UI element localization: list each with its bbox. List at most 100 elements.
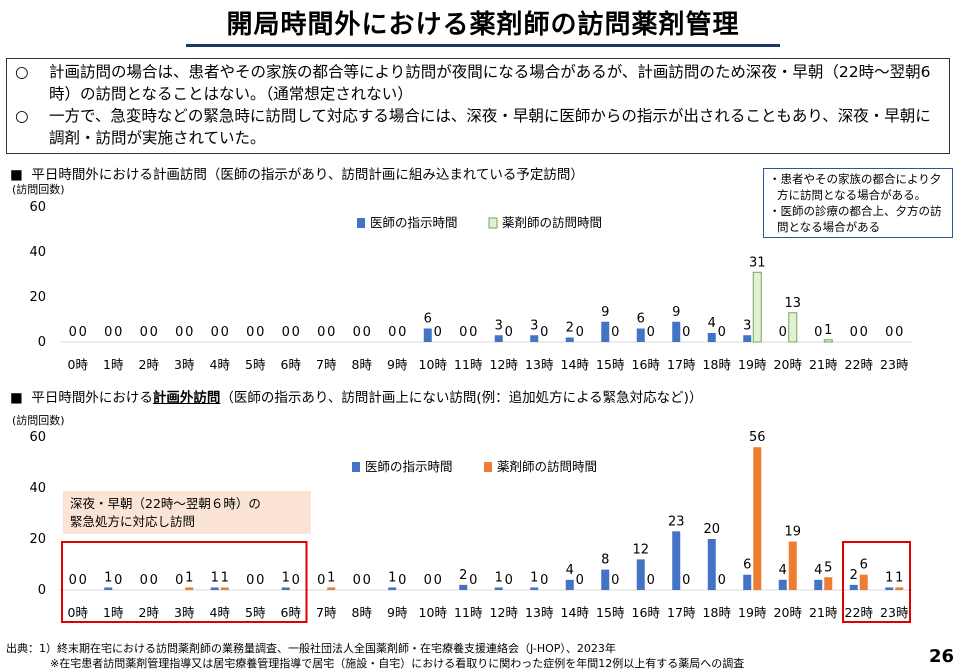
x-tick-label: 18時 <box>703 357 732 372</box>
bar <box>859 574 868 590</box>
data-label: 4 <box>814 563 822 578</box>
data-label: 0 <box>611 325 619 340</box>
x-tick-label: 14時 <box>561 357 590 372</box>
note-box: ・患者やその家族の都合により夕方に訪問となる場合がある。 ・医師の診療の都合上、… <box>763 168 953 238</box>
data-label: 0 <box>424 573 432 588</box>
data-label: 19 <box>784 525 801 540</box>
legend-label: 薬剤師の訪問時間 <box>497 459 597 474</box>
bar <box>530 587 539 590</box>
bar <box>814 579 823 590</box>
x-tick-label: 2時 <box>139 357 160 372</box>
data-label: 4 <box>566 563 574 578</box>
bar <box>636 559 645 590</box>
data-label: 1 <box>282 570 290 585</box>
legend-swatch <box>352 462 360 472</box>
data-label: 0 <box>292 573 300 588</box>
data-label: 0 <box>317 573 325 588</box>
data-label: 0 <box>363 325 371 340</box>
x-tick-label: 22時 <box>845 605 874 620</box>
data-label: 9 <box>672 305 680 320</box>
data-label: 0 <box>114 325 122 340</box>
data-label: 12 <box>632 542 649 557</box>
data-label: 0 <box>718 325 726 340</box>
x-tick-label: 0時 <box>68 357 89 372</box>
x-tick-label: 12時 <box>490 357 519 372</box>
data-label: 0 <box>69 573 77 588</box>
data-label: 5 <box>824 560 832 575</box>
emergency-label-line-2: 緊急処方に対応し訪問 <box>70 514 195 529</box>
x-tick-label: 16時 <box>632 605 661 620</box>
x-tick-label: 9時 <box>387 357 408 372</box>
data-label: 3 <box>743 318 751 333</box>
data-label: 6 <box>637 312 645 327</box>
data-label: 0 <box>398 325 406 340</box>
y-tick-label: 0 <box>38 583 46 598</box>
data-label: 0 <box>611 573 619 588</box>
data-label: 0 <box>885 325 893 340</box>
data-label: 1 <box>327 570 335 585</box>
x-tick-label: 21時 <box>809 357 838 372</box>
x-tick-label: 8時 <box>352 357 373 372</box>
x-tick-label: 6時 <box>281 357 302 372</box>
data-label: 0 <box>647 325 655 340</box>
bar <box>672 321 681 342</box>
x-tick-label: 20時 <box>774 605 803 620</box>
data-label: 0 <box>150 325 158 340</box>
bar <box>788 541 797 590</box>
bar <box>601 569 610 590</box>
bar <box>824 577 833 590</box>
x-tick-label: 11時 <box>454 605 483 620</box>
data-label: 8 <box>601 553 609 568</box>
y-tick-label: 60 <box>29 200 46 215</box>
bar <box>636 328 645 342</box>
data-label: 0 <box>388 325 396 340</box>
y-tick-label: 20 <box>29 290 46 305</box>
data-label: 20 <box>703 522 720 537</box>
note-line-2: ・医師の診療の都合上、夕方の訪問となる場合がある <box>769 204 942 234</box>
data-label: 0 <box>469 325 477 340</box>
bar <box>753 447 762 590</box>
data-label: 0 <box>79 325 87 340</box>
data-label: 0 <box>256 573 264 588</box>
data-label: 0 <box>895 325 903 340</box>
data-label: 3 <box>495 318 503 333</box>
data-label: 1 <box>388 570 396 585</box>
x-tick-label: 11時 <box>454 357 483 372</box>
legend-label: 医師の指示時間 <box>365 459 453 474</box>
x-tick-label: 23時 <box>880 357 909 372</box>
bar <box>530 335 539 342</box>
y-tick-label: 40 <box>29 481 46 496</box>
data-label: 56 <box>749 430 766 445</box>
circle-bullet-icon: ○ <box>15 63 29 81</box>
data-label: 1 <box>104 570 112 585</box>
source-note: 出典：1）終末期在宅における訪問薬剤師の業務量調査、一般社団法人全国薬剤師・在宅… <box>6 641 744 671</box>
bar <box>565 579 574 590</box>
source-line-2: ※在宅患者訪問薬剤管理指導又は居宅療養管理指導で居宅（施設・自宅）における看取り… <box>50 657 745 670</box>
chart2-heading-post: （医師の指示あり、訪問計画上にない訪問(例：追加処方による緊急対応など)） <box>220 390 703 406</box>
data-label: 9 <box>601 305 609 320</box>
x-tick-label: 19時 <box>738 605 767 620</box>
bar <box>565 337 574 342</box>
data-label: 1 <box>221 570 229 585</box>
x-tick-label: 10時 <box>419 357 448 372</box>
source-line-1: 出典：1）終末期在宅における訪問薬剤師の業務量調査、一般社団法人全国薬剤師・在宅… <box>6 642 616 655</box>
summary-point-2: ○ 一方で、急変時などの緊急時に訪問して対応する場合には、深夜・早朝に医師からの指… <box>15 105 941 149</box>
data-label: 0 <box>779 325 787 340</box>
emergency-highlight-frame <box>61 541 308 623</box>
y-tick-label: 0 <box>38 335 46 350</box>
bar <box>743 335 752 342</box>
page-title: 開局時間外における薬剤師の訪問薬剤管理 <box>226 10 740 40</box>
data-label: 0 <box>69 325 77 340</box>
chart2-heading-underlined: 計画外訪問 <box>152 390 221 406</box>
data-label: 4 <box>779 563 787 578</box>
emergency-label-box <box>63 491 311 534</box>
x-tick-label: 22時 <box>845 357 874 372</box>
data-label: 0 <box>434 325 442 340</box>
x-tick-label: 18時 <box>703 605 732 620</box>
bar <box>494 335 503 342</box>
data-label: 0 <box>505 325 513 340</box>
data-label: 1 <box>895 570 903 585</box>
x-tick-label: 20時 <box>774 357 803 372</box>
data-label: 0 <box>576 325 584 340</box>
data-label: 0 <box>211 325 219 340</box>
